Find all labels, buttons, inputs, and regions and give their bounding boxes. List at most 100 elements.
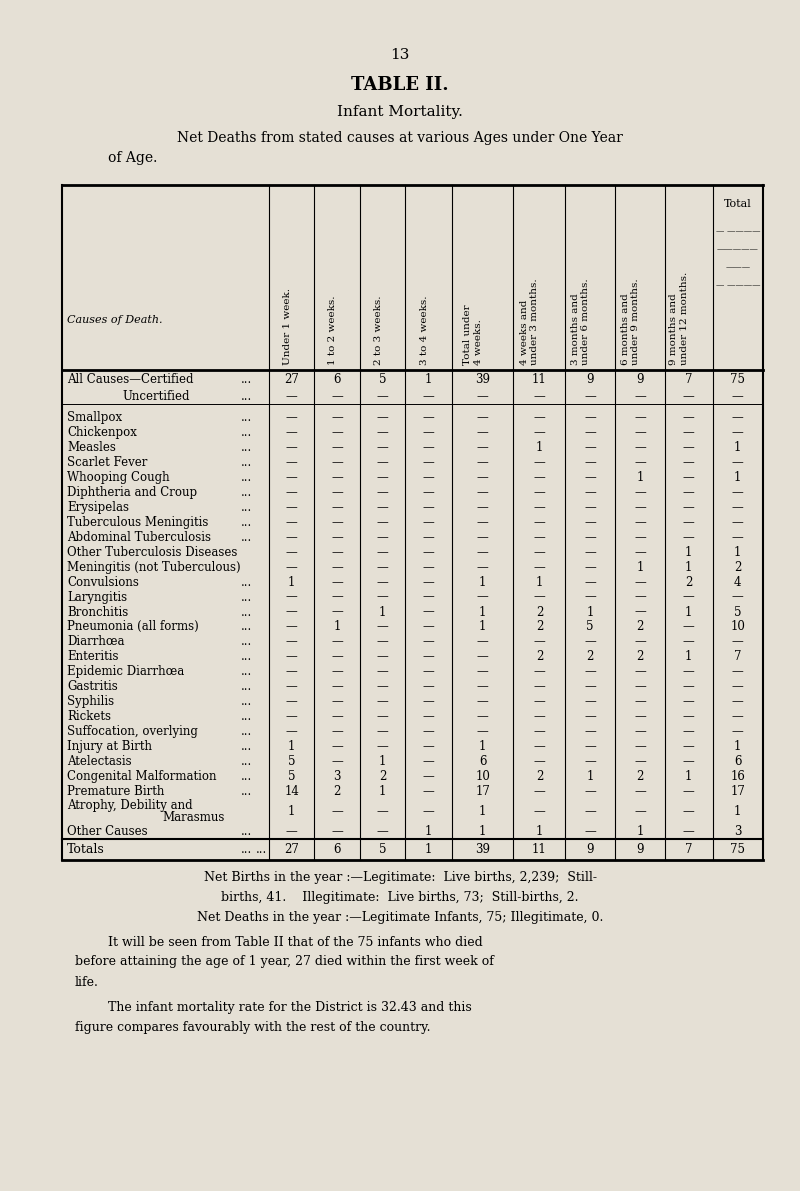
Text: ...: ... (241, 785, 252, 798)
Text: ...: ... (241, 680, 252, 693)
Text: 2: 2 (536, 621, 543, 634)
Text: —: — (477, 441, 489, 454)
Text: —: — (377, 411, 389, 424)
Text: 13: 13 (390, 48, 410, 62)
Text: ...: ... (241, 755, 252, 768)
Text: 10: 10 (475, 769, 490, 782)
Text: —: — (683, 441, 694, 454)
Text: 9 months and
under 12 months.: 9 months and under 12 months. (670, 272, 689, 364)
Text: —: — (286, 531, 298, 544)
Text: Suffocation, overlying: Suffocation, overlying (67, 725, 198, 738)
Text: —: — (732, 501, 744, 515)
Text: —: — (534, 501, 546, 515)
Text: Net Deaths from stated causes at various Ages under One Year: Net Deaths from stated causes at various… (177, 131, 623, 145)
Text: Gastritis: Gastritis (67, 680, 118, 693)
Text: —: — (286, 725, 298, 738)
Text: ...: ... (241, 591, 252, 604)
Text: ...: ... (256, 843, 267, 856)
Text: —: — (422, 531, 434, 544)
Text: Net Births in the year :—Legitimate:  Live births, 2,239;  Still-: Net Births in the year :—Legitimate: Liv… (203, 872, 597, 885)
Text: —: — (584, 516, 596, 529)
Text: —: — (584, 486, 596, 499)
Text: 6 months and
under 9 months.: 6 months and under 9 months. (621, 279, 640, 364)
Text: —: — (477, 591, 489, 604)
Text: —: — (534, 561, 546, 574)
Text: Syphilis: Syphilis (67, 696, 114, 709)
Text: 75: 75 (730, 843, 746, 856)
Text: of Age.: of Age. (108, 151, 158, 166)
Text: —: — (377, 725, 389, 738)
Text: —: — (634, 456, 646, 469)
Text: ...: ... (241, 516, 252, 529)
Text: 1: 1 (379, 785, 386, 798)
Text: —: — (477, 486, 489, 499)
Text: —: — (422, 516, 434, 529)
Text: —: — (377, 710, 389, 723)
Text: 5: 5 (586, 621, 594, 634)
Text: ...: ... (241, 605, 252, 618)
Text: 5: 5 (379, 843, 386, 856)
Text: 1: 1 (288, 740, 295, 753)
Text: —: — (634, 805, 646, 818)
Text: —: — (584, 456, 596, 469)
Text: Under 1 week.: Under 1 week. (282, 288, 291, 364)
Text: 1: 1 (734, 740, 742, 753)
Text: —: — (422, 426, 434, 439)
Text: Causes of Death.: Causes of Death. (67, 314, 162, 325)
Text: —: — (683, 805, 694, 818)
Text: 1: 1 (536, 441, 543, 454)
Text: —: — (477, 531, 489, 544)
Text: 9: 9 (586, 373, 594, 386)
Text: 1: 1 (734, 441, 742, 454)
Text: —: — (477, 472, 489, 484)
Text: —: — (377, 486, 389, 499)
Text: 1: 1 (536, 575, 543, 588)
Text: —: — (331, 666, 343, 678)
Text: —: — (286, 635, 298, 648)
Text: —: — (331, 456, 343, 469)
Text: —: — (377, 545, 389, 559)
Text: —: — (422, 666, 434, 678)
Text: TABLE II.: TABLE II. (351, 76, 449, 94)
Text: —: — (286, 411, 298, 424)
Text: Totals: Totals (67, 843, 105, 856)
Text: —: — (732, 591, 744, 604)
Text: —: — (584, 391, 596, 404)
Text: 2: 2 (536, 650, 543, 663)
Text: —: — (584, 680, 596, 693)
Text: —: — (584, 591, 596, 604)
Text: —: — (331, 710, 343, 723)
Text: —: — (377, 650, 389, 663)
Text: —: — (377, 825, 389, 838)
Text: —: — (584, 755, 596, 768)
Text: —: — (377, 621, 389, 634)
Text: ...: ... (241, 531, 252, 544)
Text: ...: ... (241, 575, 252, 588)
Text: —: — (534, 805, 546, 818)
Text: life.: life. (75, 975, 99, 989)
Text: 16: 16 (730, 769, 746, 782)
Text: Convulsions: Convulsions (67, 575, 139, 588)
Text: —: — (377, 575, 389, 588)
Text: 3 to 4 weeks.: 3 to 4 weeks. (420, 295, 429, 364)
Text: 5: 5 (379, 373, 386, 386)
Text: 27: 27 (284, 843, 299, 856)
Text: —: — (286, 501, 298, 515)
Text: —: — (377, 591, 389, 604)
Text: —: — (477, 456, 489, 469)
Text: —: — (634, 391, 646, 404)
Text: —: — (732, 666, 744, 678)
Text: 5: 5 (734, 605, 742, 618)
Text: —: — (422, 456, 434, 469)
Text: —: — (634, 740, 646, 753)
Text: 1: 1 (685, 769, 692, 782)
Text: 2: 2 (636, 621, 644, 634)
Text: births, 41.    Illegitimate:  Live births, 73;  Still-births, 2.: births, 41. Illegitimate: Live births, 7… (222, 892, 578, 904)
Text: Net Deaths in the year :—Legitimate Infants, 75; Illegitimate, 0.: Net Deaths in the year :—Legitimate Infa… (197, 911, 603, 924)
Text: 2: 2 (685, 575, 692, 588)
Text: Scarlet Fever: Scarlet Fever (67, 456, 147, 469)
Text: Measles: Measles (67, 441, 116, 454)
Text: —: — (422, 472, 434, 484)
Text: 3: 3 (734, 825, 742, 838)
Text: 14: 14 (284, 785, 299, 798)
